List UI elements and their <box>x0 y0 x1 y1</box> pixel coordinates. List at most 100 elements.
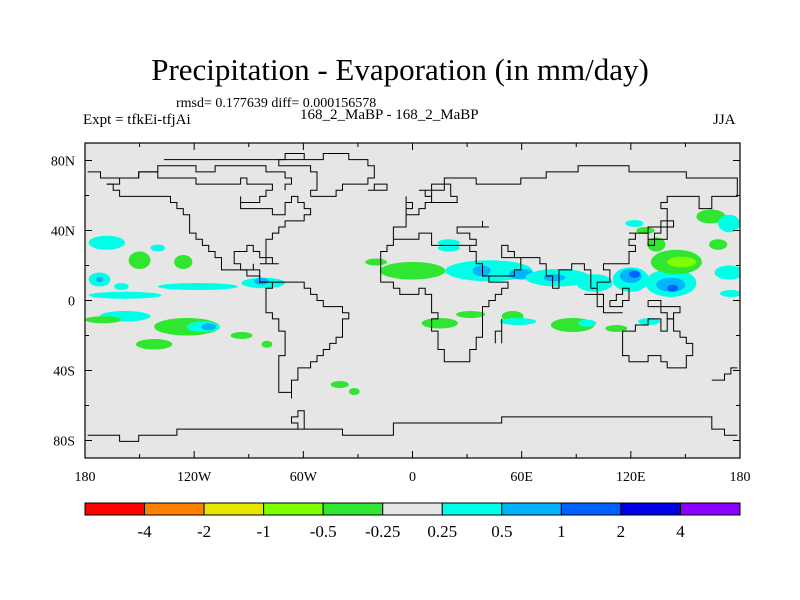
colorbar-label-2: -1 <box>257 522 271 541</box>
anomaly-patch-32 <box>629 270 640 278</box>
y-tick-label-4: 80S <box>53 435 75 450</box>
anomaly-patch-17 <box>230 332 253 339</box>
experiment-label: Expt = tfkEi-tfjAi <box>83 112 191 128</box>
chart-title: Precipitation - Evaporation (in mm/day) <box>151 52 649 87</box>
anomaly-patch-46 <box>421 318 458 329</box>
anomaly-patch-19 <box>330 381 349 388</box>
coastline-14 <box>647 300 681 320</box>
colorbar-label-4: -0.25 <box>365 522 400 541</box>
colorbar-label-7: 1 <box>557 522 566 541</box>
anomaly-patch-0 <box>88 235 126 250</box>
anomaly-patch-21 <box>365 258 388 266</box>
coastline-5 <box>488 184 738 301</box>
anomaly-contours <box>85 209 740 395</box>
anomaly-patch-29 <box>576 274 613 292</box>
coastline-6 <box>622 318 694 369</box>
x-tick-label-1: 120W <box>177 470 212 485</box>
colorbar-swatch-4 <box>322 502 384 516</box>
colorbar-swatch-2 <box>203 502 265 516</box>
colorbar-swatch-3 <box>263 502 324 516</box>
coastline-18 <box>259 257 279 265</box>
anomaly-patch-40 <box>719 290 740 297</box>
anomaly-patch-20 <box>348 388 360 395</box>
anomaly-patch-54 <box>437 239 460 247</box>
anomaly-patch-23 <box>437 244 460 252</box>
anomaly-patch-22 <box>379 262 446 280</box>
anomaly-patch-49 <box>499 318 537 325</box>
coastline-3 <box>393 220 489 246</box>
anomaly-patch-41 <box>696 209 726 224</box>
x-tick-label-0: 180 <box>75 470 96 485</box>
anomaly-patch-45 <box>636 227 655 234</box>
coastline-4 <box>380 239 509 363</box>
anomaly-patch-43 <box>709 239 728 250</box>
anomaly-patch-42 <box>718 214 740 233</box>
coastline-2 <box>392 165 738 240</box>
coastline-10 <box>494 318 503 344</box>
coastlines <box>87 153 738 442</box>
case-label: 168_2_MaBP - 168_2_MaBP <box>300 107 479 123</box>
anomaly-patch-47 <box>456 311 486 318</box>
colorbar-swatch-9 <box>620 502 681 516</box>
rmsd-diff-stats: rmsd= 0.177639 diff= 0.000156578 <box>176 96 377 111</box>
y-tick-label-1: 40N <box>51 225 75 240</box>
anomaly-patch-52 <box>605 325 628 332</box>
y-tick-label-3: 40S <box>53 365 75 380</box>
anomaly-patch-12 <box>85 316 122 324</box>
colorbar-swatch-8 <box>560 502 622 516</box>
colorbar-swatch-7 <box>501 502 562 516</box>
anomaly-patch-35 <box>667 284 679 292</box>
coastline-12 <box>584 293 623 314</box>
anomaly-patch-16 <box>135 339 173 350</box>
colorbar-label-1: -2 <box>197 522 211 541</box>
anomaly-patch-18 <box>261 340 273 348</box>
coastline-7 <box>278 153 375 197</box>
anomaly-patch-1 <box>150 244 166 252</box>
x-tick-label-2: 60W <box>290 470 318 485</box>
anomaly-patch-53 <box>638 318 660 325</box>
anomaly-patch-44 <box>625 220 644 227</box>
coastline-15 <box>405 196 413 215</box>
anomaly-patch-25 <box>472 265 491 276</box>
anomaly-patch-6 <box>114 283 129 290</box>
coastline-9 <box>164 153 305 161</box>
colorbar-swatch-1 <box>144 502 205 516</box>
coastline-11 <box>647 220 675 246</box>
coastline-19 <box>87 410 738 442</box>
anomaly-patch-15 <box>201 323 217 331</box>
axis-ticks: 180 120W 60W 0 60E 120E 180 80N 40N 0 40S 80S <box>51 143 751 485</box>
anomaly-patch-28 <box>543 274 566 282</box>
coastline-1 <box>106 183 266 283</box>
colorbar-label-6: 0.5 <box>491 522 512 541</box>
anomaly-patch-8 <box>157 283 238 290</box>
coastline-16 <box>367 183 388 191</box>
coastline-13 <box>609 287 630 308</box>
y-tick-label-0: 80N <box>51 155 75 170</box>
x-tick-label-6: 180 <box>730 470 751 485</box>
anomaly-patch-3 <box>174 255 193 269</box>
anomaly-patch-51 <box>578 319 597 327</box>
plot-background <box>85 143 740 458</box>
season-label: JJA <box>713 112 736 128</box>
x-tick-label-3: 0 <box>409 470 416 485</box>
colorbar-swatch-6 <box>441 502 503 516</box>
colorbar-label-8: 2 <box>617 522 626 541</box>
anomaly-patch-5 <box>95 276 104 283</box>
coastline-17 <box>711 367 738 381</box>
colorbar-swatch-0 <box>84 502 146 516</box>
x-tick-label-4: 60E <box>510 470 533 485</box>
anomaly-patch-10 <box>254 277 269 285</box>
colorbar: -4 -2 -1 -0.5 -0.25 0.25 0.5 1 2 4 <box>84 502 741 541</box>
anomaly-patch-2 <box>128 251 151 269</box>
anomaly-patch-7 <box>88 291 162 299</box>
anomaly-patch-39 <box>714 265 740 280</box>
colorbar-label-5: 0.25 <box>427 522 457 541</box>
coastline-0 <box>106 171 350 399</box>
y-tick-label-2: 0 <box>68 295 75 310</box>
colorbar-swatch-5 <box>382 502 443 516</box>
colorbar-swatch-10 <box>679 502 741 516</box>
x-tick-label-5: 120E <box>616 470 646 485</box>
colorbar-label-9: 4 <box>676 522 685 541</box>
coastline-8 <box>87 165 292 191</box>
